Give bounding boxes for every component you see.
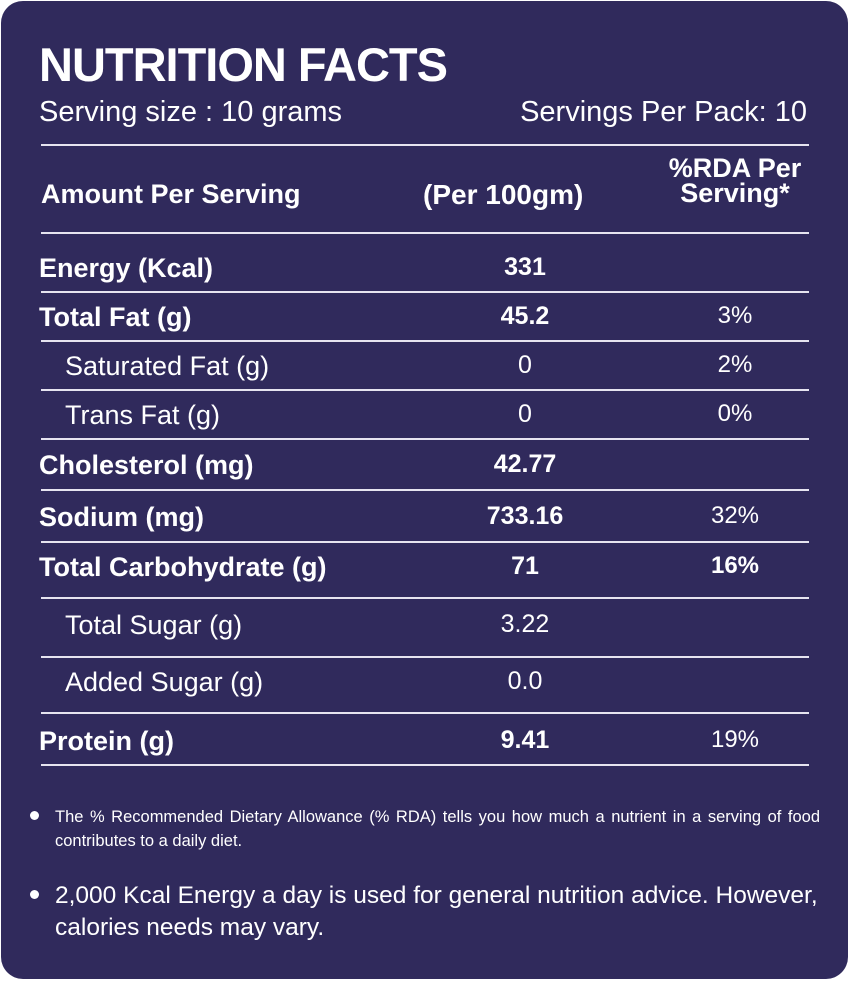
- nutrient-rda: 32%: [710, 502, 760, 529]
- divider: [41, 764, 809, 766]
- nutrient-value: 0: [518, 400, 532, 428]
- nutrient-value: 45.2: [500, 302, 550, 330]
- serving-size: Serving size : 10 grams: [39, 96, 343, 128]
- nutrition-facts-title: NUTRITION FACTS: [39, 38, 448, 91]
- nutrient-name: Protein (g): [39, 726, 174, 756]
- nutrient-value: 71: [511, 552, 539, 580]
- nutrient-name: Cholesterol (mg): [39, 450, 254, 480]
- divider: [41, 144, 809, 146]
- nutrient-rda: 0%: [717, 400, 753, 427]
- footnote-rda: The % Recommended Dietary Allowance (% R…: [55, 808, 820, 850]
- nutrient-name: Saturated Fat (g): [65, 351, 270, 381]
- divider: [41, 597, 809, 599]
- footnote-energy: 2,000 Kcal Energy a day is used for gene…: [55, 882, 818, 941]
- nutrient-name: Energy (Kcal): [39, 253, 214, 283]
- divider: [41, 541, 809, 543]
- divider: [41, 712, 809, 714]
- bullet-icon: [30, 890, 39, 899]
- bullet-icon: [30, 811, 39, 820]
- nutrient-value: 42.77: [493, 450, 557, 478]
- nutrient-rda: 16%: [710, 552, 760, 579]
- nutrient-name: Added Sugar (g): [65, 667, 264, 697]
- column-header-rda-line2: Serving*: [680, 178, 790, 208]
- column-header-per-100g: (Per 100gm): [423, 179, 584, 210]
- divider: [41, 340, 809, 342]
- nutrient-value: 0: [518, 351, 532, 379]
- nutrient-rda: 2%: [717, 351, 753, 378]
- divider: [41, 489, 809, 491]
- nutrient-value: 733.16: [486, 502, 564, 530]
- divider: [41, 438, 809, 440]
- column-header-amount: Amount Per Serving: [41, 179, 301, 209]
- nutrient-name: Trans Fat (g): [65, 400, 221, 430]
- nutrient-rda: 19%: [710, 726, 760, 753]
- divider: [41, 291, 809, 293]
- column-header-rda-line1: %RDA Per: [668, 153, 802, 183]
- nutrient-value: 3.22: [500, 610, 550, 638]
- column-header-rda: %RDA Per Serving*: [657, 153, 813, 208]
- nutrient-name: Total Carbohydrate (g): [39, 552, 327, 582]
- nutrient-name: Sodium (mg): [39, 502, 204, 532]
- nutrient-rda: 3%: [717, 302, 753, 329]
- servings-per-pack: Servings Per Pack: 10: [520, 96, 807, 128]
- nutrient-name: Total Sugar (g): [65, 610, 243, 640]
- divider: [41, 232, 809, 234]
- nutrient-name: Total Fat (g): [39, 302, 192, 332]
- nutrient-value: 331: [504, 253, 546, 281]
- nutrient-value: 9.41: [500, 726, 550, 754]
- nutrient-value: 0.0: [507, 667, 543, 695]
- divider: [41, 389, 809, 391]
- divider: [41, 656, 809, 658]
